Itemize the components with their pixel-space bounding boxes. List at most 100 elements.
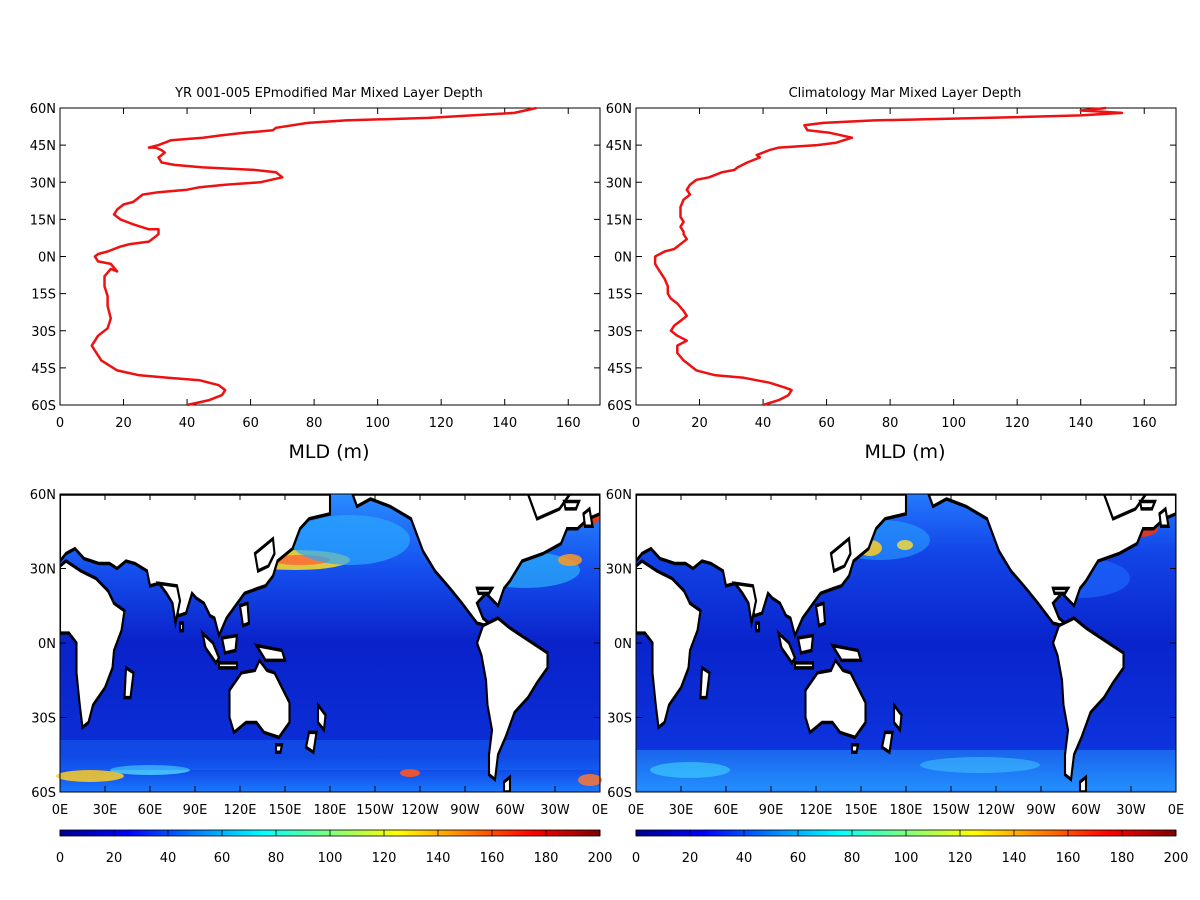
x-tick-label: 30E: [669, 803, 694, 818]
x-tick-label: 60E: [138, 803, 163, 818]
y-tick-label: 45N: [606, 139, 632, 154]
x-tick-label: 100: [941, 416, 966, 431]
map-c-x-ticks: 0E 30E 60E 90E 120E 150E 180E 150W 120W 90W 60W 30W…: [52, 494, 608, 818]
panel-a-y-ticks: 60S 45S 30S 15S 0N 15N 30N 45N 60N: [30, 102, 600, 414]
x-tick-label: 0E: [628, 803, 645, 818]
x-tick-label: 60E: [714, 803, 739, 818]
colorbar-tick-label: 0: [632, 851, 640, 866]
y-tick-label: 0N: [614, 637, 632, 652]
x-tick-label: 30E: [93, 803, 118, 818]
colorbar-tick-label: 100: [318, 851, 343, 866]
colorbar-tick-label: 140: [426, 851, 451, 866]
x-tick-label: 20: [691, 416, 708, 431]
colorbar-tick-label: 200: [1164, 851, 1189, 866]
profile-panel-a: YR 001-005 EPmodified Mar Mixed Layer De…: [30, 86, 601, 463]
y-tick-label: 60N: [30, 102, 56, 117]
colorbar-tick-label: 60: [790, 851, 807, 866]
y-tick-label: 30N: [30, 563, 56, 578]
x-tick-label: 30W: [540, 803, 570, 818]
x-tick-label: 150W: [932, 803, 970, 818]
y-tick-label: 60S: [31, 399, 56, 414]
x-tick-label: 140: [492, 416, 517, 431]
y-tick-label: 15S: [31, 288, 56, 303]
colorbar-tick-label: 200: [588, 851, 613, 866]
y-tick-label: 30S: [31, 712, 56, 727]
colorbar-tick-label: 60: [214, 851, 231, 866]
colorbar-tick-label: 160: [480, 851, 505, 866]
panel-a-profile-line: [90, 106, 537, 407]
map-d-x-ticks: 0E 30E 60E 90E 120E 150E 180E 150W 120W 90W 60W 30W…: [628, 494, 1185, 818]
panel-b-y-ticks: 60S 45S 30S 15S 0N 15N 30N 45N 60N: [606, 102, 1176, 414]
x-tick-label: 100: [365, 416, 390, 431]
map-d-y-ticks: 60S 30S 0N 30N 60N: [606, 488, 1176, 801]
y-tick-label: 15N: [30, 213, 56, 228]
map-c-y-ticks: 60S 30S 0N 30N 60N: [30, 488, 600, 801]
panel-b-x-ticks: 0 20 40 60 80 100 120 140 160: [632, 108, 1157, 431]
colorbar-tick-label: 140: [1002, 851, 1027, 866]
x-tick-label: 160: [1132, 416, 1157, 431]
panel-b-profile-line: [653, 106, 1124, 407]
colorbar-tick-label: 80: [844, 851, 861, 866]
y-tick-label: 30N: [606, 563, 632, 578]
y-tick-label: 45S: [31, 362, 56, 377]
colorbar-tick-label: 180: [534, 851, 559, 866]
map-c-colorbar-ticks: 0 20 40 60 80 100 120 140 160 180 200: [56, 830, 613, 866]
colorbar-tick-label: 40: [160, 851, 177, 866]
x-tick-label: 120E: [799, 803, 832, 818]
colorbar-tick-label: 180: [1110, 851, 1135, 866]
y-tick-label: 0N: [38, 251, 56, 266]
colorbar-tick-label: 40: [736, 851, 753, 866]
x-tick-label: 150W: [356, 803, 394, 818]
y-tick-label: 30N: [30, 176, 56, 191]
colorbar-tick-label: 20: [106, 851, 123, 866]
x-tick-label: 20: [115, 416, 132, 431]
colorbar-tick-label: 120: [948, 851, 973, 866]
x-tick-label: 80: [882, 416, 899, 431]
x-tick-label: 60: [242, 416, 259, 431]
y-tick-label: 0N: [38, 637, 56, 652]
y-tick-label: 0N: [614, 251, 632, 266]
x-tick-label: 0E: [1168, 803, 1185, 818]
x-tick-label: 60W: [1071, 803, 1101, 818]
x-tick-label: 0: [632, 416, 640, 431]
x-tick-label: 120W: [401, 803, 439, 818]
y-tick-label: 15S: [607, 288, 632, 303]
x-tick-label: 60: [818, 416, 835, 431]
profile-panel-b: Climatology Mar Mixed Layer Depth 60S 45S…: [606, 86, 1177, 463]
x-tick-label: 120E: [223, 803, 256, 818]
map-panel-c: 60S 30S 0N 30N 60N 0E 30E 60E 90E 120E 150E 180E 15…: [30, 488, 613, 866]
panel-b-title: Climatology Mar Mixed Layer Depth: [789, 86, 1022, 101]
x-tick-label: 90W: [1026, 803, 1056, 818]
colorbar-tick-label: 0: [56, 851, 64, 866]
x-tick-label: 80: [306, 416, 323, 431]
map-d-colorbar-ticks: 0 20 40 60 80 100 120 140 160 180 200: [632, 830, 1189, 866]
y-tick-label: 30S: [607, 325, 632, 340]
x-tick-label: 40: [755, 416, 772, 431]
y-tick-label: 60S: [31, 786, 56, 801]
panel-a-title: YR 001-005 EPmodified Mar Mixed Layer De…: [174, 86, 483, 101]
y-tick-label: 30S: [31, 325, 56, 340]
colorbar-tick-label: 120: [372, 851, 397, 866]
y-tick-label: 60N: [606, 102, 632, 117]
x-tick-label: 120: [429, 416, 454, 431]
colorbar-tick-label: 100: [894, 851, 919, 866]
x-tick-label: 180E: [313, 803, 346, 818]
x-tick-label: 150E: [268, 803, 301, 818]
x-tick-label: 90W: [450, 803, 480, 818]
panel-a-frame: [59, 107, 601, 406]
y-tick-label: 60S: [607, 399, 632, 414]
x-tick-label: 160: [556, 416, 581, 431]
y-tick-label: 45N: [30, 139, 56, 154]
x-tick-label: 30W: [1116, 803, 1146, 818]
colorbar-tick-label: 160: [1056, 851, 1081, 866]
panel-a-x-ticks: 0 20 40 60 80 100 120 140 160: [56, 108, 581, 431]
panel-a-xlabel: MLD (m): [289, 441, 370, 463]
y-tick-label: 15N: [606, 213, 632, 228]
panel-b-frame: [635, 107, 1177, 406]
x-tick-label: 120: [1005, 416, 1030, 431]
x-tick-label: 40: [179, 416, 196, 431]
colorbar-tick-label: 20: [682, 851, 699, 866]
y-tick-label: 30S: [607, 712, 632, 727]
x-tick-label: 90E: [183, 803, 208, 818]
